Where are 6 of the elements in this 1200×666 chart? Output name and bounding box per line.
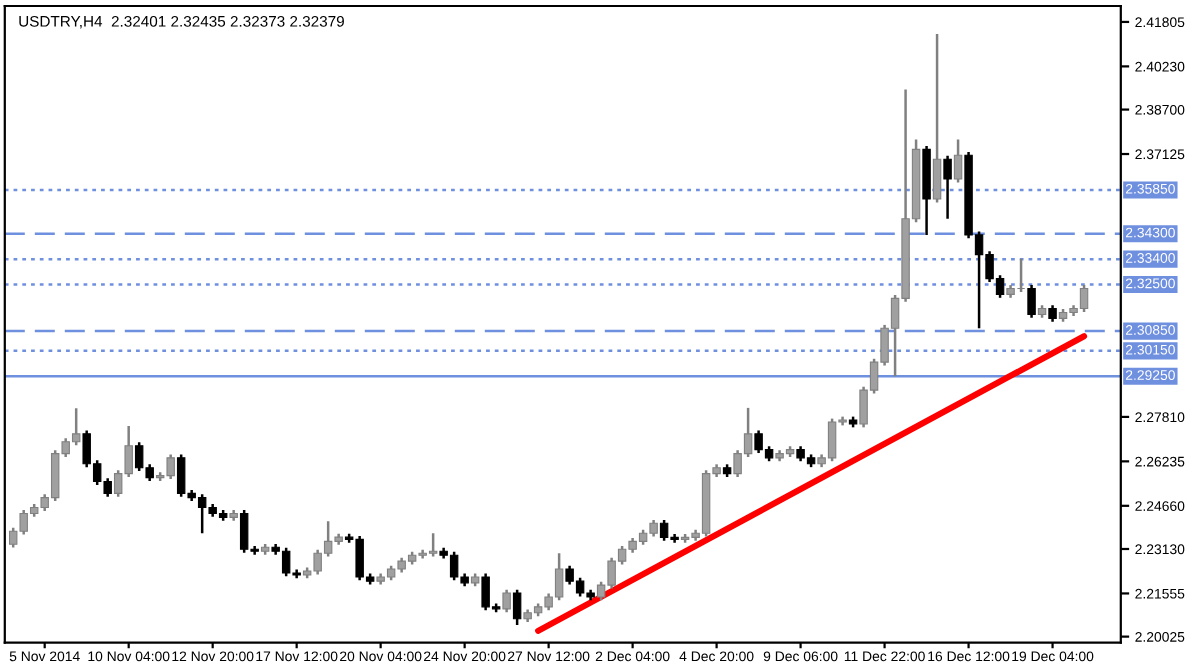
candlestick	[502, 588, 511, 614]
candlestick	[953, 138, 963, 184]
candlestick	[512, 588, 522, 627]
candlestick	[1027, 283, 1036, 320]
candlestick	[943, 154, 952, 221]
candlestick	[932, 32, 942, 204]
